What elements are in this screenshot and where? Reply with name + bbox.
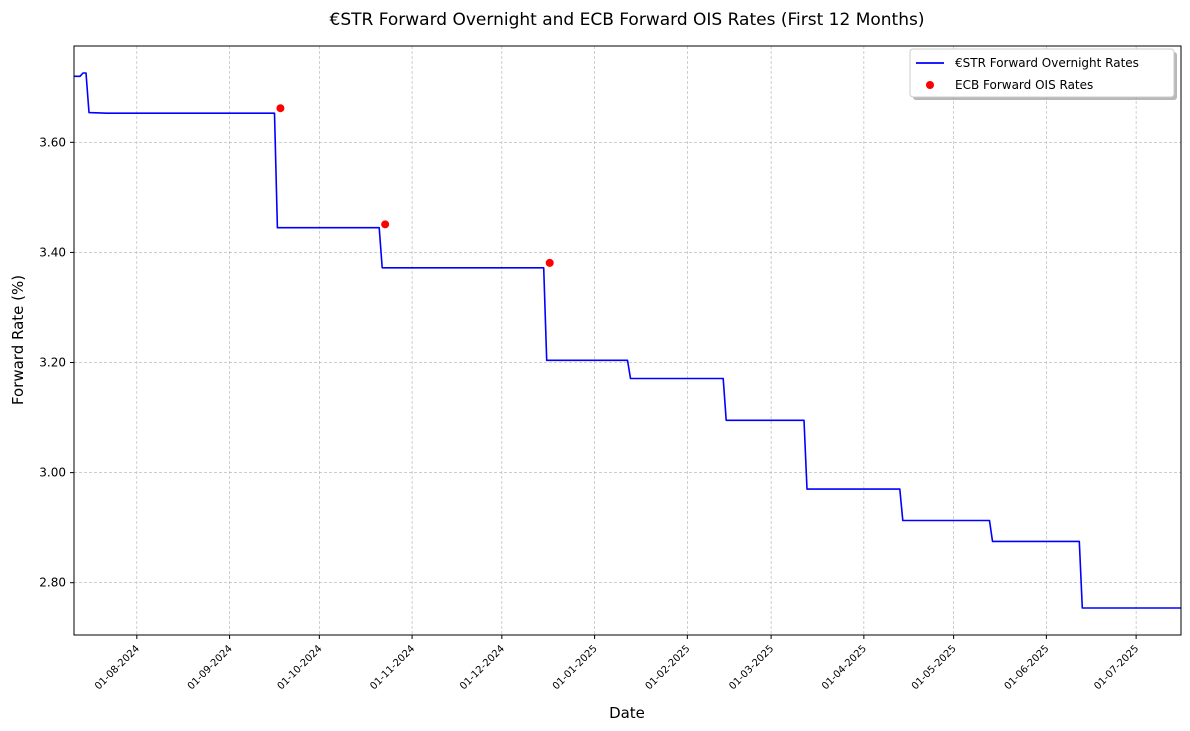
ois-point	[545, 258, 554, 267]
y-tick-label: 3.00	[39, 466, 66, 480]
legend-scatter-swatch	[926, 81, 934, 89]
x-tick-label: 01-08-2024	[93, 643, 142, 692]
x-tick-label: 01-09-2024	[186, 643, 235, 692]
y-axis-label: Forward Rate (%)	[9, 275, 27, 405]
y-tick-label: 2.80	[39, 576, 66, 590]
x-tick-label: 01-03-2025	[727, 643, 776, 692]
y-tick-label: 3.20	[39, 356, 66, 370]
y-axis: 2.80 3.00 3.20 3.40 3.60	[39, 135, 74, 590]
y-tick-label: 3.60	[39, 135, 66, 149]
x-tick-label: 01-12-2024	[458, 643, 507, 692]
x-tick-label: 01-11-2024	[368, 643, 417, 692]
y-tick-label: 3.40	[39, 245, 66, 259]
ois-point	[276, 104, 285, 113]
plot-area	[74, 72, 1181, 609]
x-tick-label: 01-04-2025	[820, 643, 869, 692]
x-tick-label: 01-10-2024	[276, 643, 325, 692]
x-tick-label: 01-06-2025	[1003, 643, 1052, 692]
x-tick-label: 01-02-2025	[644, 643, 693, 692]
x-tick-label: 01-05-2025	[910, 643, 959, 692]
series-line-forward-overnight	[74, 72, 1181, 609]
grid	[74, 46, 1181, 635]
x-tick-label: 01-01-2025	[551, 643, 600, 692]
legend-label-forward-overnight: €STR Forward Overnight Rates	[955, 56, 1139, 70]
chart-title: €STR Forward Overnight and ECB Forward O…	[330, 10, 925, 30]
ois-point	[381, 220, 390, 229]
x-tick-label: 01-07-2025	[1092, 643, 1141, 692]
x-axis: 01-08-2024 01-09-2024 01-10-2024 01-11-2024…	[93, 635, 1141, 692]
x-axis-label: Date	[609, 704, 645, 722]
axes-frame	[73, 45, 1182, 636]
legend: €STR Forward Overnight Rates ECB Forward…	[909, 48, 1177, 100]
legend-label-ois: ECB Forward OIS Rates	[955, 78, 1093, 92]
legend-box	[909, 48, 1175, 98]
